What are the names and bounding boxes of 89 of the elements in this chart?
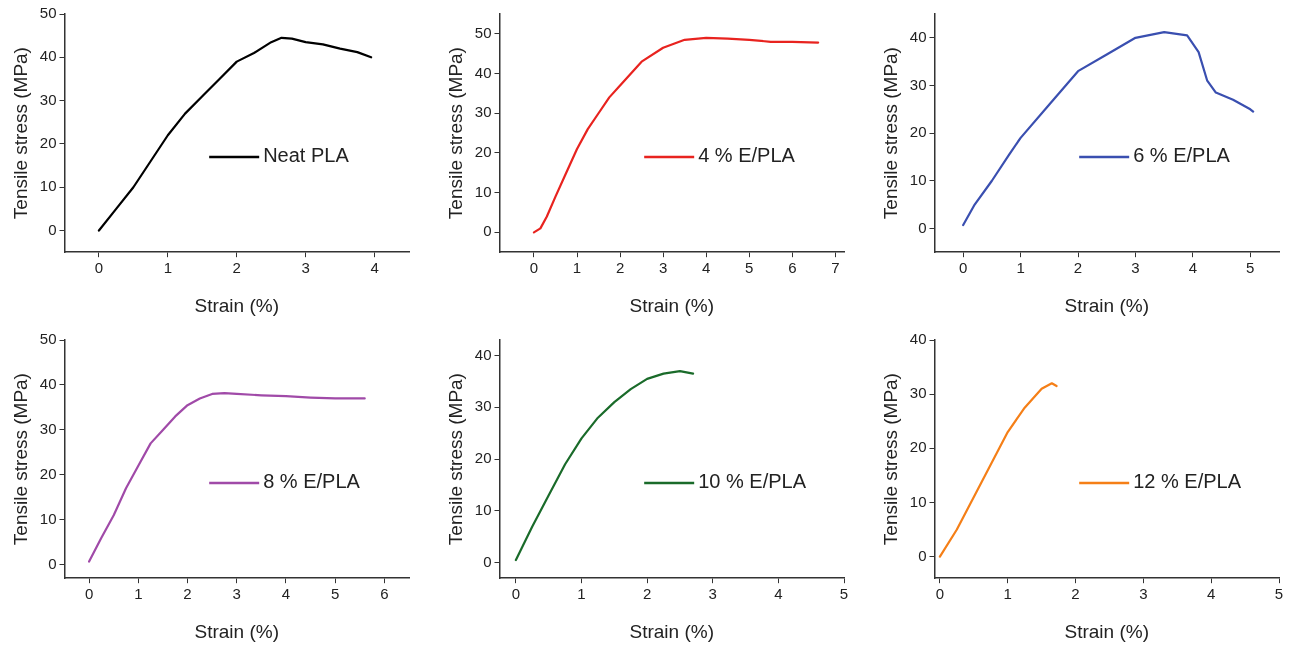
x-axis-title: Strain (%) — [629, 620, 714, 642]
y-axis-title: Tensile stress (MPa) — [444, 373, 466, 546]
y-tick-label: 30 — [909, 75, 927, 93]
x-tick-label: 5 — [839, 585, 849, 603]
x-tick-label: 3 — [301, 259, 310, 277]
y-tick-label: 0 — [918, 218, 927, 236]
y-tick-label: 0 — [48, 554, 57, 572]
x-tick-label: 3 — [1139, 585, 1148, 603]
y-tick-label: 40 — [909, 27, 927, 45]
x-tick-label: 4 — [1188, 259, 1198, 277]
x-tick-label: 5 — [745, 259, 754, 277]
x-tick-label: 3 — [232, 585, 241, 603]
legend-label: 6 % E/PLA — [1133, 144, 1231, 167]
y-tick-label: 50 — [474, 23, 492, 41]
y-tick-label: 20 — [909, 438, 927, 456]
y-tick-label: 10 — [474, 182, 492, 200]
x-tick-label: 5 — [331, 585, 340, 603]
x-tick-label: 4 — [774, 585, 783, 603]
y-tick-label: 20 — [39, 134, 57, 152]
y-tick-label: 0 — [48, 220, 57, 238]
legend-label: 4 % E/PLA — [698, 144, 796, 167]
x-tick-label: 3 — [658, 259, 668, 277]
x-tick-label: 3 — [1131, 259, 1140, 277]
x-tick-label: 0 — [935, 585, 945, 603]
x-tick-label: 2 — [183, 585, 192, 603]
x-axis-title: Strain (%) — [1064, 620, 1149, 642]
x-tick-label: 0 — [529, 259, 539, 277]
x-tick-label: 0 — [959, 259, 968, 277]
y-tick-label: 0 — [483, 222, 492, 240]
y-tick-label: 40 — [474, 63, 492, 81]
x-tick-label: 4 — [370, 259, 379, 277]
x-tick-label: 1 — [572, 259, 582, 277]
y-tick-label: 0 — [918, 546, 927, 564]
x-tick-label: 2 — [615, 259, 625, 277]
y-tick-label: 30 — [474, 397, 492, 415]
x-tick-label: 1 — [577, 585, 586, 603]
x-tick-label: 2 — [1071, 585, 1080, 603]
x-axis-title: Strain (%) — [194, 620, 279, 642]
y-tick-label: 50 — [39, 4, 57, 22]
x-tick-label: 2 — [642, 585, 652, 603]
x-tick-label: 4 — [702, 259, 711, 277]
y-axis-title: Tensile stress (MPa) — [444, 47, 466, 220]
y-tick-label: 40 — [474, 345, 492, 363]
y-tick-label: 10 — [909, 492, 927, 510]
y-tick-label: 20 — [909, 123, 927, 141]
y-tick-label: 10 — [39, 177, 57, 195]
x-tick-label: 1 — [134, 585, 143, 603]
y-axis-title: Tensile stress (MPa) — [879, 47, 901, 220]
y-tick-label: 30 — [39, 420, 57, 438]
x-tick-label: 0 — [84, 585, 94, 603]
x-tick-label: 3 — [708, 585, 717, 603]
y-tick-label: 30 — [474, 103, 492, 121]
x-tick-label: 1 — [163, 259, 173, 277]
x-tick-label: 2 — [232, 259, 241, 277]
x-tick-label: 5 — [1274, 585, 1284, 603]
y-tick-label: 40 — [39, 375, 57, 393]
x-tick-label: 6 — [380, 585, 389, 603]
x-tick-label: 0 — [94, 259, 104, 277]
y-tick-label: 40 — [909, 330, 927, 348]
y-tick-label: 10 — [909, 170, 927, 188]
x-tick-label: 1 — [1003, 585, 1012, 603]
y-tick-label: 10 — [39, 509, 57, 527]
y-axis-title: Tensile stress (MPa) — [9, 373, 31, 546]
y-tick-label: 10 — [474, 501, 492, 519]
legend-label: 10 % E/PLA — [698, 470, 807, 493]
legend-label: Neat PLA — [263, 144, 350, 167]
y-tick-label: 50 — [39, 330, 57, 348]
y-tick-label: 40 — [39, 47, 57, 65]
y-axis-title: Tensile stress (MPa) — [9, 47, 31, 220]
y-tick-label: 30 — [909, 384, 927, 402]
x-tick-label: 4 — [1207, 585, 1216, 603]
x-axis-title: Strain (%) — [629, 294, 714, 316]
y-axis-title: Tensile stress (MPa) — [879, 373, 901, 546]
x-tick-label: 1 — [1016, 259, 1025, 277]
y-tick-label: 20 — [474, 143, 492, 161]
legend-label: 8 % E/PLA — [263, 470, 361, 493]
y-tick-label: 0 — [483, 552, 492, 570]
x-axis-title: Strain (%) — [194, 294, 279, 316]
y-tick-label: 30 — [39, 90, 57, 108]
x-tick-label: 4 — [281, 585, 291, 603]
x-tick-label: 2 — [1073, 259, 1083, 277]
x-tick-label: 7 — [831, 259, 840, 277]
y-tick-label: 20 — [474, 449, 492, 467]
legend-label: 12 % E/PLA — [1133, 470, 1242, 493]
x-tick-label: 5 — [1246, 259, 1255, 277]
x-tick-label: 0 — [511, 585, 521, 603]
x-axis-title: Strain (%) — [1064, 294, 1149, 316]
x-tick-label: 6 — [788, 259, 797, 277]
y-tick-label: 20 — [39, 464, 57, 482]
